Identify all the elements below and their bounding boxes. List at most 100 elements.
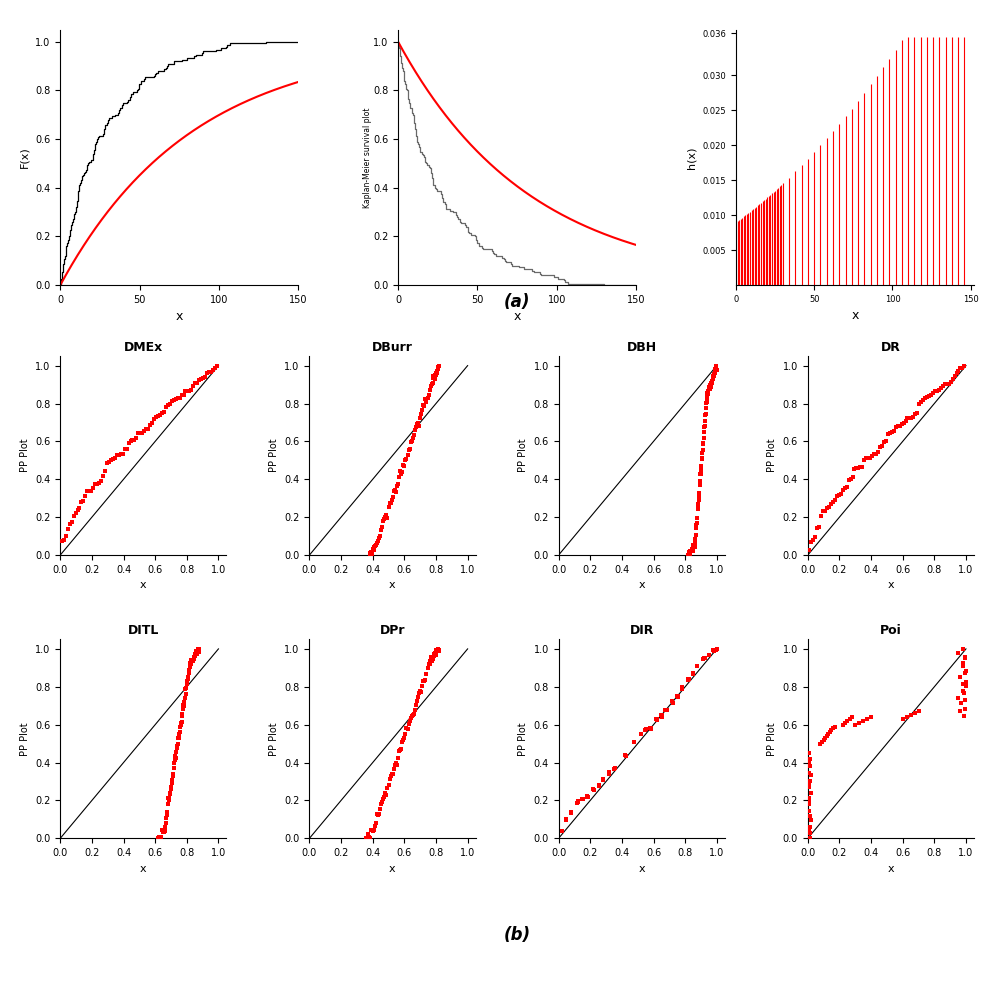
- Point: [679, 671, 695, 687]
- Point: [419, 389, 435, 405]
- Point: [191, 641, 207, 657]
- Point: [952, 360, 968, 376]
- Point: [706, 363, 722, 379]
- Point: [703, 374, 719, 389]
- Point: [189, 643, 205, 659]
- Point: [183, 656, 199, 671]
- Point: [153, 405, 170, 421]
- Point: [423, 654, 439, 669]
- Point: [172, 719, 188, 735]
- Point: [799, 744, 815, 760]
- Point: [875, 434, 891, 450]
- Point: [833, 717, 850, 733]
- Point: [430, 358, 446, 374]
- Point: [81, 483, 97, 499]
- Point: [176, 698, 192, 714]
- Point: [108, 447, 124, 462]
- X-axis label: x: x: [887, 864, 894, 874]
- Point: [430, 642, 446, 658]
- Point: [375, 514, 391, 529]
- Point: [574, 791, 590, 807]
- Title: DIR: DIR: [629, 624, 653, 637]
- Point: [399, 722, 415, 738]
- Point: [801, 811, 817, 827]
- Point: [850, 459, 866, 475]
- Point: [690, 488, 706, 504]
- Point: [396, 731, 412, 746]
- Point: [800, 542, 816, 558]
- Point: [839, 713, 855, 729]
- Point: [138, 422, 154, 438]
- Point: [91, 475, 107, 491]
- Point: [390, 743, 406, 759]
- Point: [179, 676, 195, 692]
- Point: [825, 719, 842, 735]
- Point: [389, 475, 405, 491]
- Point: [385, 761, 401, 777]
- Point: [951, 703, 967, 719]
- Point: [385, 483, 401, 499]
- Point: [162, 785, 179, 801]
- Point: [800, 790, 816, 806]
- Point: [163, 393, 180, 409]
- Point: [149, 408, 165, 424]
- Point: [134, 425, 150, 441]
- Point: [75, 494, 91, 510]
- Point: [187, 376, 203, 391]
- Point: [172, 724, 188, 740]
- Point: [369, 533, 385, 549]
- Point: [147, 409, 163, 425]
- Point: [913, 394, 929, 410]
- Point: [700, 647, 716, 663]
- Point: [199, 366, 215, 382]
- Point: [697, 400, 713, 416]
- Point: [688, 658, 704, 673]
- Point: [163, 772, 180, 788]
- Point: [405, 427, 421, 443]
- Point: [190, 641, 206, 657]
- Point: [595, 772, 611, 788]
- Point: [682, 543, 698, 559]
- Point: [164, 766, 181, 782]
- Point: [840, 472, 856, 488]
- Point: [120, 435, 136, 451]
- Point: [388, 478, 404, 494]
- Point: [425, 368, 441, 384]
- Point: [701, 380, 717, 395]
- Point: [626, 734, 642, 749]
- Point: [924, 385, 940, 400]
- Point: [424, 652, 440, 668]
- Point: [169, 743, 185, 759]
- Point: [171, 731, 187, 746]
- Point: [397, 726, 413, 741]
- Point: [708, 641, 724, 657]
- Point: [848, 460, 864, 476]
- Point: [416, 672, 432, 688]
- Point: [801, 767, 817, 783]
- Point: [955, 683, 971, 699]
- Point: [156, 820, 173, 836]
- Point: [801, 818, 817, 834]
- Point: [425, 370, 441, 386]
- Point: [686, 535, 702, 551]
- Point: [169, 740, 185, 756]
- Point: [145, 411, 161, 427]
- Point: [383, 492, 399, 508]
- Point: [688, 659, 704, 674]
- Point: [376, 512, 392, 528]
- Point: [691, 473, 707, 489]
- Point: [368, 535, 384, 551]
- Point: [175, 706, 191, 722]
- Point: [909, 405, 925, 421]
- Point: [73, 494, 89, 510]
- Point: [689, 496, 705, 512]
- Point: [940, 376, 956, 391]
- Point: [689, 501, 705, 517]
- Point: [165, 760, 182, 776]
- Point: [165, 760, 182, 776]
- Point: [132, 425, 148, 441]
- X-axis label: x: x: [638, 864, 644, 874]
- Point: [386, 482, 402, 498]
- Point: [801, 773, 817, 789]
- Point: [922, 387, 938, 403]
